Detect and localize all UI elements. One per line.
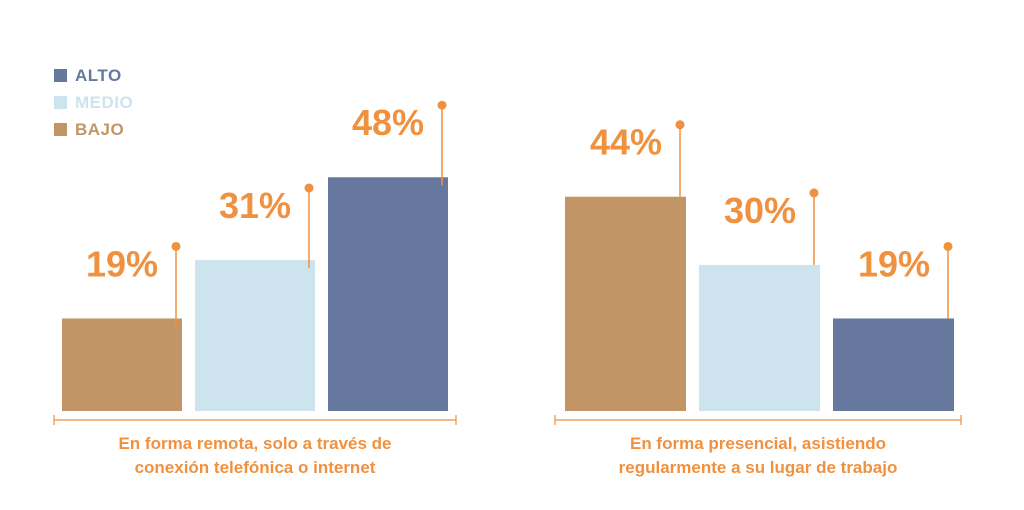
legend: ALTO MEDIO BAJO xyxy=(54,62,133,143)
data-label-presencial-1: 30% xyxy=(724,190,796,231)
caption-remota: En forma remota, solo a través de conexi… xyxy=(54,432,456,480)
caption-presencial: En forma presencial, asistiendo regularm… xyxy=(555,432,961,480)
bar-remota-bajo xyxy=(62,318,182,411)
legend-label-medio: MEDIO xyxy=(75,92,134,112)
leader-dot-presencial-0 xyxy=(675,120,685,130)
leader-dot-remota-2 xyxy=(437,100,447,110)
legend-item-medio: MEDIO xyxy=(54,89,133,116)
legend-item-alto: ALTO xyxy=(54,62,133,89)
data-label-presencial-0: 44% xyxy=(590,122,662,163)
bar-presencial-bajo xyxy=(565,196,686,411)
caption-remota-line-1: En forma remota, solo a través de xyxy=(118,434,392,453)
caption-presencial-line-2: regularmente a su lugar de trabajo xyxy=(618,458,898,477)
leader-dot-presencial-2 xyxy=(943,241,953,251)
legend-label-bajo: BAJO xyxy=(75,119,125,139)
data-label-remota-0: 19% xyxy=(86,243,158,284)
legend-label-alto: ALTO xyxy=(75,65,122,85)
bar-remota-medio xyxy=(195,260,315,411)
bar-presencial-alto xyxy=(833,318,954,411)
caption-remota-line-2: conexión telefónica o internet xyxy=(134,458,376,477)
legend-item-bajo: BAJO xyxy=(54,116,133,143)
legend-swatch-medio xyxy=(54,96,67,109)
data-label-remota-2: 48% xyxy=(352,102,424,143)
legend-swatch-bajo xyxy=(54,123,67,136)
bar-presencial-medio xyxy=(699,264,820,411)
legend-swatch-alto xyxy=(54,69,67,82)
caption-presencial-line-1: En forma presencial, asistiendo xyxy=(629,434,887,453)
leader-dot-presencial-1 xyxy=(809,188,819,198)
bar-remota-alto xyxy=(328,177,448,411)
leader-dot-remota-1 xyxy=(304,183,314,193)
leader-dot-remota-0 xyxy=(171,241,181,251)
data-label-presencial-2: 19% xyxy=(858,243,930,284)
data-label-remota-1: 31% xyxy=(219,185,291,226)
